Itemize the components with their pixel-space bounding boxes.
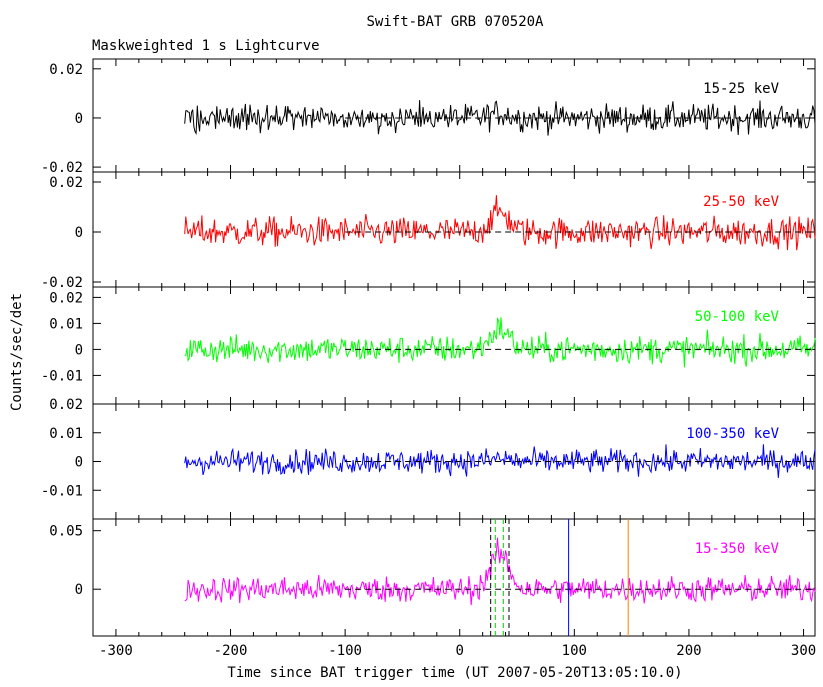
band-label: 15-350 keV xyxy=(695,541,780,557)
x-axis-label: Time since BAT trigger time (UT 2007-05-… xyxy=(227,665,682,681)
x-tick-label: 300 xyxy=(791,643,816,659)
chart-subtitle: Maskweighted 1 s Lightcurve xyxy=(92,38,320,54)
y-tick-label: 0.02 xyxy=(49,175,83,191)
y-tick-label: 0.02 xyxy=(49,397,83,413)
panel-50-100: -0.01 0 0.01 0.02 50-100 keV xyxy=(41,286,816,405)
y-tick-label: -0.01 xyxy=(41,368,83,384)
series-line-15-350 xyxy=(184,537,816,606)
y-tick-label: 0.01 xyxy=(49,426,83,442)
x-tick-label: -100 xyxy=(328,643,362,659)
series-line-15-25 xyxy=(184,100,816,136)
panel-15-350: 0 0.05 15-350 keV xyxy=(49,518,816,637)
panel-100-350: -0.01 0 0.01 0.02 100-350 keV xyxy=(41,397,816,520)
y-tick-label: 0 xyxy=(75,582,83,598)
band-label: 50-100 keV xyxy=(695,309,780,325)
chart-title: Swift-BAT GRB 070520A xyxy=(366,14,544,30)
x-tick-label: -300 xyxy=(99,643,133,659)
y-tick-label: -0.01 xyxy=(41,483,83,499)
y-tick-label: 0 xyxy=(75,225,83,241)
y-tick-label: -0.02 xyxy=(41,160,83,176)
x-tick-label: 100 xyxy=(562,643,587,659)
series-line-50-100 xyxy=(184,317,816,368)
y-axis-label: Counts/sec/det xyxy=(9,293,25,411)
band-label: 25-50 keV xyxy=(703,194,779,210)
y-tick-label: 0.02 xyxy=(49,62,83,78)
band-label: 15-25 keV xyxy=(703,81,779,97)
y-tick-label: 0 xyxy=(75,455,83,471)
y-tick-label: 0.05 xyxy=(49,524,83,540)
panel-25-50: -0.02 0 0.02 25-50 keV xyxy=(41,171,816,291)
y-tick-label: 0.01 xyxy=(49,316,83,332)
y-tick-label: 0 xyxy=(75,342,83,358)
y-tick-label: 0.02 xyxy=(49,290,83,306)
band-label: 100-350 keV xyxy=(686,426,779,442)
y-tick-label: 0 xyxy=(75,111,83,127)
panel-15-25: -0.02 0 0.02 15-25 keV xyxy=(41,58,816,176)
x-tick-label: 200 xyxy=(676,643,701,659)
y-tick-label: -0.02 xyxy=(41,275,83,291)
panel-frame xyxy=(92,518,816,637)
x-tick-label: -200 xyxy=(214,643,248,659)
x-tick-label: 0 xyxy=(456,643,464,659)
